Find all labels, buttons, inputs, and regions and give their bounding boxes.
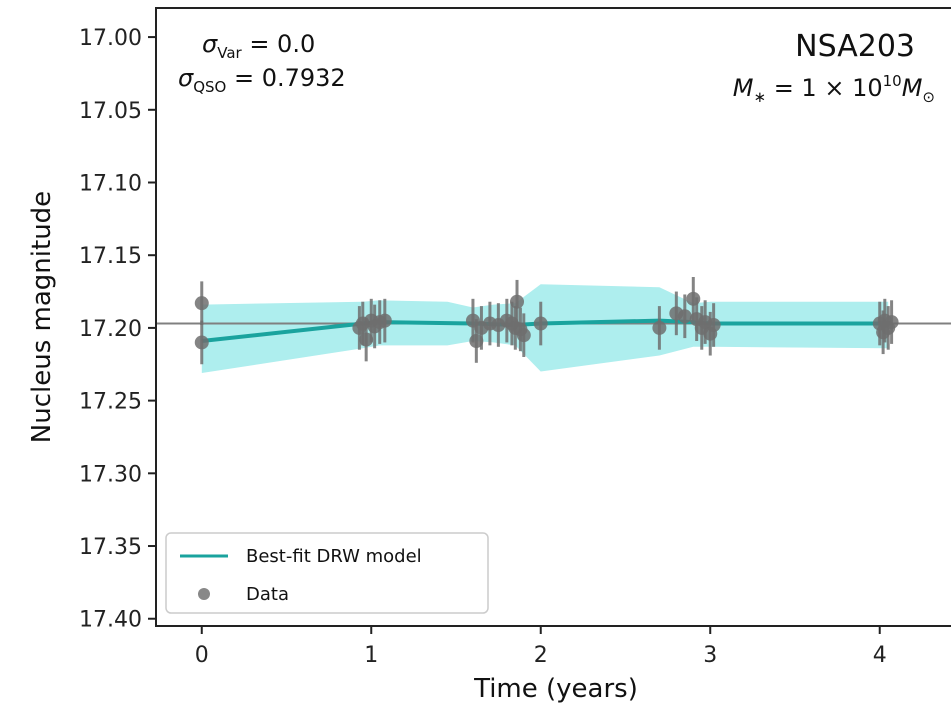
x-tick-label: 2 xyxy=(534,643,548,668)
sigma-qso-annotation: σQSO = 0.7932 xyxy=(178,64,346,96)
x-tick-label: 0 xyxy=(195,643,209,668)
data-point xyxy=(378,314,392,328)
data-point xyxy=(678,309,692,323)
y-tick-label: 17.35 xyxy=(79,535,142,560)
x-ticks: 0 1 2 3 4 xyxy=(195,626,887,668)
y-tick-label: 17.15 xyxy=(79,244,142,269)
x-tick-label: 4 xyxy=(873,643,887,668)
stellar-mass-annotation: M∗ = 1 × 1010M⊙ xyxy=(733,72,935,106)
y-axis-label: Nucleus magnitude xyxy=(27,191,57,443)
y-tick-label: 17.05 xyxy=(79,99,142,124)
legend: Best-fit DRW model Data xyxy=(166,533,488,613)
legend-box xyxy=(166,533,488,613)
data-point xyxy=(510,295,524,309)
data-point xyxy=(885,315,899,329)
y-tick-label: 17.00 xyxy=(79,26,142,51)
legend-label-data: Data xyxy=(246,584,289,605)
x-tick-label: 3 xyxy=(703,643,717,668)
y-tick-label: 17.10 xyxy=(79,171,142,196)
data-point xyxy=(686,292,700,306)
x-axis-label: Time (years) xyxy=(473,674,638,704)
y-ticks: 17.00 17.05 17.10 17.15 17.20 17.25 17.30 17.35… xyxy=(79,26,156,633)
data-point xyxy=(534,317,548,331)
data-point xyxy=(195,296,209,310)
x-tick-label: 1 xyxy=(364,643,378,668)
data-point xyxy=(707,318,721,332)
y-tick-label: 17.20 xyxy=(79,317,142,342)
data-point xyxy=(517,328,531,342)
y-tick-label: 17.30 xyxy=(79,462,142,487)
object-name-annotation: NSA203 xyxy=(795,29,915,64)
legend-label-model: Best-fit DRW model xyxy=(246,546,422,567)
sigma-var-annotation: σVar = 0.0 xyxy=(202,30,315,62)
y-tick-label: 17.40 xyxy=(79,608,142,633)
data-point xyxy=(652,321,666,335)
y-tick-label: 17.25 xyxy=(79,390,142,415)
legend-dot-swatch xyxy=(198,588,210,600)
data-point xyxy=(195,335,209,349)
